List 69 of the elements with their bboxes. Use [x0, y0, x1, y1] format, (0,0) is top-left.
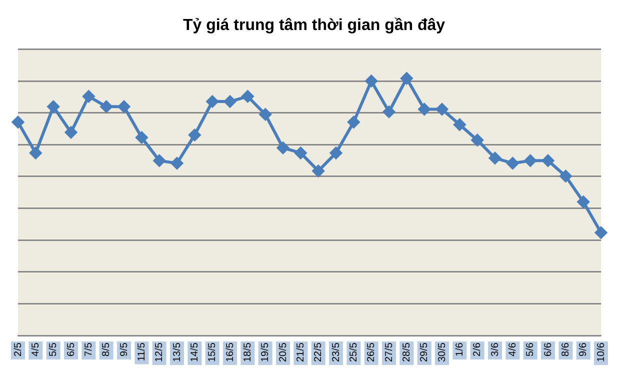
point: [12, 116, 24, 128]
point: [294, 146, 307, 159]
point: [365, 74, 378, 87]
x-tick-label: 8/5: [101, 342, 112, 356]
point: [542, 154, 554, 167]
x-tick-label: 2/5: [12, 342, 24, 356]
point: [454, 118, 466, 131]
x-tick-label: 26/5: [366, 342, 378, 362]
point: [30, 146, 42, 159]
point: [312, 164, 324, 177]
point: [153, 154, 166, 167]
point: [595, 226, 607, 239]
x-tick-label: 28/5: [401, 342, 412, 362]
point: [277, 142, 289, 154]
x-tick-label: 2/6: [472, 342, 484, 356]
x-tick-label: 30/5: [436, 342, 448, 362]
point: [400, 72, 413, 84]
point: [47, 100, 60, 113]
point: [206, 96, 218, 108]
x-tick-label: 19/5: [260, 342, 272, 362]
x-tick-label: 29/5: [419, 342, 430, 362]
x-tick-label: 5/6: [525, 342, 536, 356]
x-tick-label: 3/6: [490, 342, 501, 356]
x-tick-label: 4/6: [507, 342, 518, 356]
x-tick-label: 8/6: [560, 342, 572, 356]
x-tick-label: 7/5: [83, 342, 94, 356]
x-tick-label: 11/5: [136, 342, 148, 362]
x-tick-label: 9/6: [578, 342, 590, 356]
point: [560, 170, 572, 182]
x-tick-label: 10/6: [596, 342, 607, 362]
point: [489, 152, 501, 164]
x-tick-label: 13/5: [172, 342, 183, 362]
point: [471, 134, 484, 146]
x-tick-label: 14/5: [189, 342, 200, 362]
x-tick-label: 21/5: [295, 342, 306, 362]
x-tick-label: 6/5: [66, 342, 77, 356]
x-tick-label: 6/6: [542, 342, 554, 356]
point: [242, 90, 254, 102]
point: [506, 157, 519, 170]
point: [224, 96, 236, 108]
x-tick-label: 18/5: [242, 342, 254, 362]
x-tick-label: 22/5: [313, 342, 324, 362]
point: [418, 103, 430, 116]
point: [577, 196, 590, 208]
x-tick-label: 1/6: [454, 342, 466, 356]
x-tick-label: 27/5: [384, 342, 395, 362]
point: [259, 108, 272, 120]
point: [383, 106, 395, 118]
x-tick-label: 4/5: [30, 342, 42, 356]
point: [330, 146, 342, 159]
point: [188, 128, 201, 141]
x-tick-label: 25/5: [348, 342, 360, 362]
chart-title: Tỷ giá trung tâm thời gian gần đây: [182, 17, 446, 34]
x-tick-label: 5/5: [48, 342, 60, 356]
x-tick-label: 23/5: [330, 342, 342, 362]
x-tick-label: 12/5: [154, 342, 166, 362]
point: [82, 90, 95, 102]
point: [171, 157, 183, 170]
point: [118, 100, 130, 113]
x-tick-label: 15/5: [207, 342, 218, 362]
point: [436, 103, 448, 116]
point: [524, 154, 536, 167]
point: [348, 116, 360, 128]
x-tick-label: 20/5: [278, 342, 289, 362]
point: [100, 100, 112, 113]
x-tick-label: 9/5: [118, 342, 130, 356]
x-tick-label: 16/5: [224, 342, 236, 362]
point: [65, 126, 77, 138]
point: [136, 132, 148, 144]
